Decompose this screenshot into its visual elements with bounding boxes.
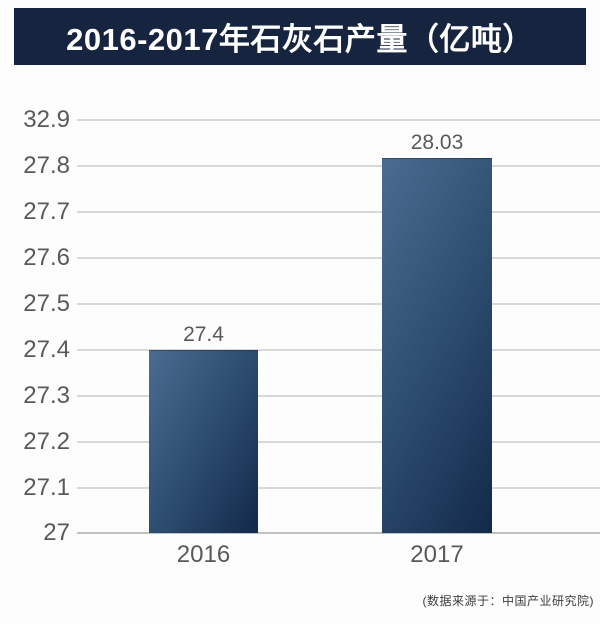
chart-title: 2016-2017年石灰石产量（亿吨） — [66, 22, 534, 57]
gridline — [77, 395, 600, 397]
gridline — [77, 257, 600, 259]
gridline — [77, 487, 600, 489]
x-axis-tick-label-2016: 2016 — [176, 541, 231, 568]
gridline — [77, 211, 600, 213]
y-axis-tick-label: 27.3 — [23, 382, 70, 409]
y-axis-tick-label: 27.7 — [23, 198, 70, 225]
source-note: (数据来源于：中国产业研究院) — [422, 594, 594, 608]
y-axis-tick-label: 27.5 — [23, 290, 70, 317]
gridline — [77, 119, 600, 121]
y-axis-tick-label: 27.6 — [23, 244, 70, 271]
y-axis-tick-label: 27.8 — [23, 152, 70, 179]
gridline — [77, 441, 600, 443]
chart-title-banner: 2016-2017年石灰石产量（亿吨） — [14, 8, 586, 65]
y-axis-tick-label: 27.4 — [23, 336, 70, 363]
y-axis-tick-label: 27 — [43, 519, 70, 546]
y-axis-tick-label: 32.9 — [23, 106, 70, 133]
y-axis-tick-label: 27.2 — [23, 428, 70, 455]
y-axis-tick-label: 27.1 — [23, 474, 70, 501]
gridline — [77, 349, 600, 351]
bar-value-label-2017: 28.03 — [410, 131, 464, 154]
bar-2016 — [149, 350, 258, 533]
bar-value-label-2016: 27.4 — [183, 323, 224, 346]
gridline — [77, 303, 600, 305]
gridline — [77, 532, 600, 534]
bar-2017 — [382, 158, 492, 533]
gridline — [77, 165, 600, 167]
x-axis-tick-label-2017: 2017 — [410, 541, 464, 568]
